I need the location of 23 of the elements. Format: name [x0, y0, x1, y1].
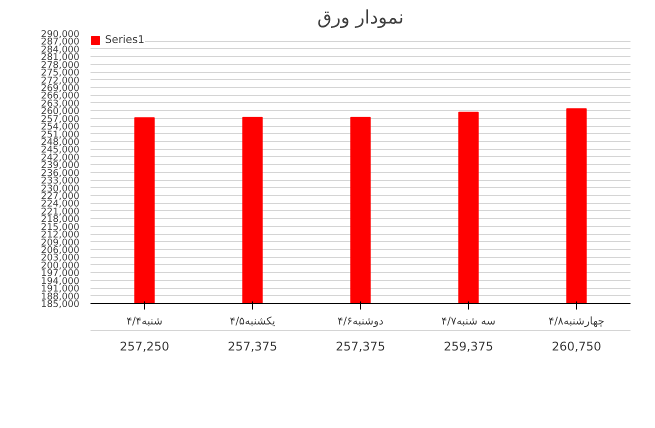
data-label: 259,375: [444, 340, 494, 354]
data-label: 260,750: [552, 340, 602, 354]
y-tick-label: 263,000: [40, 98, 80, 110]
legend-label: Series1: [105, 33, 145, 46]
y-tick-label: 221,000: [40, 206, 80, 218]
y-tick-label: 242,000: [40, 152, 80, 164]
x-tick-label: سه شنبه۴/۷: [441, 314, 496, 328]
y-tick-label: 278,000: [40, 60, 80, 71]
y-tick-label: 215,000: [40, 222, 80, 233]
x-tick-label: یکشنبه۴/۵: [230, 314, 276, 328]
data-label: 257,250: [120, 340, 170, 354]
data-label: 257,375: [228, 340, 278, 354]
x-tick-label: چهارشنبه۴/۸: [548, 314, 605, 328]
y-tick-label: 257,000: [40, 114, 80, 125]
y-tick-label: 194,000: [40, 276, 80, 287]
chart-title: نمودار ورق: [317, 8, 404, 28]
y-tick-label: 236,000: [40, 168, 80, 179]
x-tick-label: شنبه۴/۴: [126, 314, 163, 328]
x-tick-label: دوشنبه۴/۶: [338, 314, 384, 328]
y-tick-label: 284,000: [40, 44, 80, 56]
data-label: 257,375: [336, 340, 386, 354]
y-tick-label: 200,000: [40, 260, 80, 272]
y-tick-label: 290,000: [40, 29, 80, 40]
